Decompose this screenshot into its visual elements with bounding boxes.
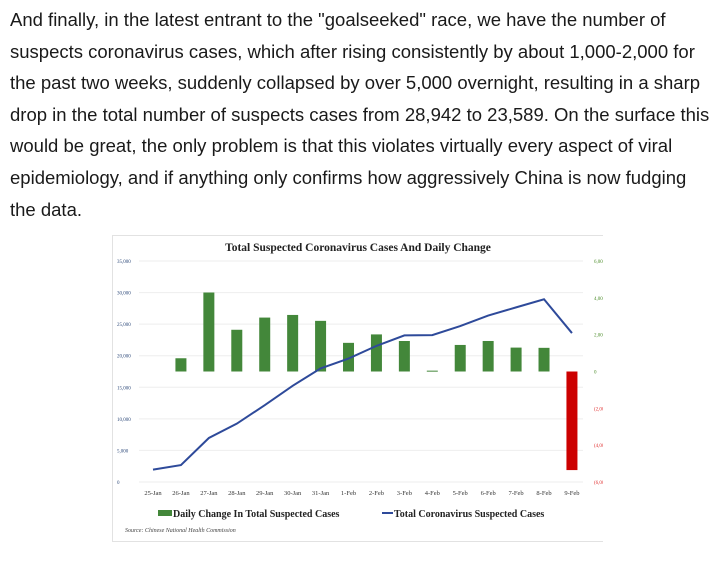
right-axis-tick: 4,000 xyxy=(594,297,603,302)
x-axis-tick: 25-Jan xyxy=(144,490,162,497)
left-axis-tick: 5,000 xyxy=(117,449,129,454)
x-axis-tick: 28-Jan xyxy=(228,490,246,497)
left-axis-tick: 35,000 xyxy=(117,260,131,265)
x-axis-tick: 9-Feb xyxy=(564,490,579,497)
bar-6-Feb xyxy=(482,340,494,372)
bar-29-Jan xyxy=(259,317,271,372)
x-axis-tick: 2-Feb xyxy=(369,490,384,497)
right-axis-tick: 6,000 xyxy=(594,260,603,265)
article-paragraph: And finally, in the latest entrant to th… xyxy=(10,9,710,220)
x-axis-tick: 29-Jan xyxy=(256,490,274,497)
left-axis-tick: 15,000 xyxy=(117,386,131,391)
x-axis-tick: 8-Feb xyxy=(536,490,551,497)
source-note: Source: Chinese National Health Commissi… xyxy=(125,528,236,534)
chart-title: Total Suspected Coronavirus Cases And Da… xyxy=(225,242,491,254)
right-axis-tick: (4,000) xyxy=(594,444,603,449)
x-axis-tick: 7-Feb xyxy=(509,490,524,497)
x-axis-tick: 1-Feb xyxy=(341,490,356,497)
legend-line-label: Total Coronavirus Suspected Cases xyxy=(394,509,544,520)
bar-31-Jan xyxy=(315,320,327,372)
bar-3-Feb xyxy=(398,341,410,372)
chart-image: Total Suspected Coronavirus Cases And Da… xyxy=(112,235,609,542)
left-axis-tick: 10,000 xyxy=(117,418,131,423)
bar-9-Feb xyxy=(566,371,578,471)
x-axis-tick: 4-Feb xyxy=(425,490,440,497)
chart-svg: Total Suspected Coronavirus Cases And Da… xyxy=(117,242,609,534)
legend-bar-swatch xyxy=(158,510,172,516)
right-axis-tick: (2,000) xyxy=(594,407,603,412)
left-axis-tick: 20,000 xyxy=(117,355,131,360)
x-axis-tick: 6-Feb xyxy=(481,490,496,497)
x-axis-tick: 26-Jan xyxy=(172,490,190,497)
bar-1-Feb xyxy=(343,342,355,372)
left-axis-tick: 30,000 xyxy=(117,292,131,297)
bar-8-Feb xyxy=(538,347,550,372)
x-axis-tick: 31-Jan xyxy=(312,490,330,497)
total-cases-line xyxy=(152,298,573,471)
bar-4-Feb xyxy=(426,370,438,372)
right-axis-tick: 0 xyxy=(594,371,597,376)
x-axis-tick: 30-Jan xyxy=(284,490,302,497)
left-axis-tick: 0 xyxy=(117,481,120,486)
legend: Daily Change In Total Suspected Cases To… xyxy=(158,509,544,520)
left-axis-tick: 25,000 xyxy=(117,323,131,328)
bar-5-Feb xyxy=(454,344,466,372)
x-axis-tick: 3-Feb xyxy=(397,490,412,497)
bar-26-Jan xyxy=(175,358,187,372)
bar-27-Jan xyxy=(203,292,215,372)
bar-2-Feb xyxy=(370,334,382,372)
x-axis-tick: 5-Feb xyxy=(453,490,468,497)
legend-bar-label: Daily Change In Total Suspected Cases xyxy=(173,509,340,520)
bar-28-Jan xyxy=(231,329,243,372)
bar-30-Jan xyxy=(287,314,299,372)
bar-7-Feb xyxy=(510,347,522,372)
right-axis-tick: 2,000 xyxy=(594,334,603,339)
x-axis-tick: 27-Jan xyxy=(200,490,218,497)
right-axis-tick: (6,000) xyxy=(594,481,603,486)
